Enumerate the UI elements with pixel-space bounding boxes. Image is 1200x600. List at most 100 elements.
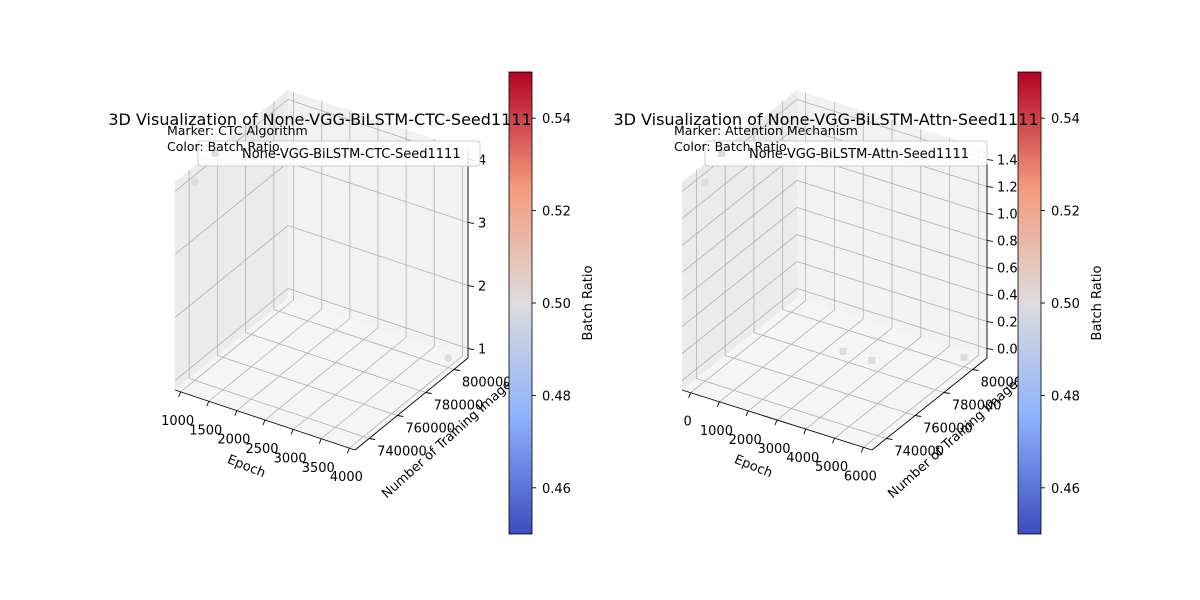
chart-note-color-left: Color: Batch Ratio xyxy=(167,139,280,154)
x-tick-label: 3000 xyxy=(757,442,790,457)
legend-label: None-VGG-BiLSTM-Attn-Seed1111 xyxy=(749,147,969,162)
gridline-z xyxy=(796,234,988,295)
z-tick xyxy=(467,348,475,350)
colorbar xyxy=(508,71,533,535)
gridline-z xyxy=(681,234,798,327)
chart-note-marker-left: Marker: CTC Algorithm xyxy=(167,123,308,138)
legend-marker xyxy=(211,149,219,158)
y-tick-label: 780000 xyxy=(434,399,484,414)
x-tick-label: 1500 xyxy=(189,423,222,438)
chart-title-left: 3D Visualization of None-VGG-BiLSTM-CTC-… xyxy=(108,110,531,129)
colorbar-tick-label: 0.50 xyxy=(542,297,571,312)
gridline-z xyxy=(287,288,469,349)
x-tick xyxy=(234,410,238,416)
x-tick-label: 3500 xyxy=(302,461,335,476)
gridline-z xyxy=(681,153,798,246)
gridline-z xyxy=(681,180,798,273)
gridline-z xyxy=(796,207,988,268)
x-tick xyxy=(206,401,210,407)
y-tick xyxy=(453,369,460,371)
x-tick-label: 2500 xyxy=(245,442,278,457)
y-tick xyxy=(943,392,950,394)
colorbar-tick-label: 0.54 xyxy=(542,112,571,127)
y-tick xyxy=(369,438,376,440)
x-tick-label: 3000 xyxy=(274,451,307,466)
gridline-x xyxy=(747,318,864,412)
gridline-x xyxy=(264,327,379,421)
z-tick-label: 1.2 xyxy=(997,180,1018,195)
z-tick-label: 0.6 xyxy=(997,262,1018,277)
x-tick xyxy=(346,447,350,454)
gridline-z xyxy=(796,180,988,241)
x-tick xyxy=(717,401,720,407)
colorbar-tick-label: 0.50 xyxy=(1051,297,1080,312)
colorbar-tick-label: 0.46 xyxy=(1051,482,1080,497)
gridline-x xyxy=(719,309,835,403)
gridline-z xyxy=(681,288,798,381)
x-tick-label: 1000 xyxy=(161,414,194,429)
z-tick xyxy=(467,222,475,224)
gridline-x xyxy=(349,355,463,449)
colorbar-tick-label: 0.48 xyxy=(542,389,571,404)
x-tick-label: 1000 xyxy=(700,424,733,439)
z-tick-label: 1.4 xyxy=(997,153,1018,168)
z-tick-label: 1.0 xyxy=(997,207,1018,222)
y-tick-label: 800000 xyxy=(462,376,512,391)
gridline-z xyxy=(796,261,988,322)
z-tick xyxy=(986,186,994,188)
gridline-x xyxy=(292,337,407,430)
gridline-x xyxy=(208,308,323,402)
x-tick xyxy=(803,428,807,435)
z-tick xyxy=(986,321,994,323)
legend-marker xyxy=(718,150,725,157)
z-tick xyxy=(986,267,994,269)
x-tick-label: 0 xyxy=(683,415,691,430)
gridline-x xyxy=(776,327,893,421)
y-axis-line xyxy=(354,357,469,451)
y-tick xyxy=(915,415,922,417)
z-tick xyxy=(467,285,475,287)
z-tick xyxy=(986,213,994,215)
x-tick xyxy=(318,438,322,444)
gridline-z xyxy=(174,288,289,381)
x-tick-label: 2000 xyxy=(729,433,762,448)
gridline-y xyxy=(725,355,916,416)
x-tick-label: 2000 xyxy=(217,433,250,448)
gridline-y xyxy=(245,332,426,393)
gridline-z xyxy=(174,225,289,318)
gridline-z xyxy=(796,288,988,349)
y-tick-label: 740000 xyxy=(894,445,944,460)
x-tick xyxy=(178,391,182,398)
gridline-z xyxy=(174,162,289,255)
gridline-z xyxy=(287,162,469,223)
colorbar-label: Batch Ratio xyxy=(581,266,596,341)
gridline-y xyxy=(696,378,887,439)
z-tick-label: 4 xyxy=(478,153,486,168)
x-tick xyxy=(262,419,266,426)
x-tick-label: 6000 xyxy=(844,469,877,484)
gridline-y xyxy=(273,309,455,370)
z-tick-label: 0.8 xyxy=(997,234,1018,249)
colorbar-tick-label: 0.48 xyxy=(1051,389,1080,404)
z-tick xyxy=(986,294,994,296)
data-point xyxy=(701,179,709,187)
x-tick xyxy=(745,410,749,417)
y-axis-line xyxy=(871,357,988,451)
x-tick xyxy=(290,429,294,435)
x-tick-label: 4000 xyxy=(786,451,819,466)
data-point xyxy=(839,347,847,355)
legend-box xyxy=(197,140,481,167)
z-tick-label: 3 xyxy=(478,216,486,231)
chart-note-color-right: Color: Batch Ratio xyxy=(674,139,787,154)
gridline-x xyxy=(180,299,294,393)
x-tick xyxy=(860,447,864,453)
colorbar-tick-label: 0.46 xyxy=(542,482,571,497)
chart-note-marker-right: Marker: Attention Mechanism xyxy=(674,123,858,138)
gridline-x xyxy=(863,354,979,448)
y-tick-label: 760000 xyxy=(405,422,455,437)
colorbar-tick-label: 0.54 xyxy=(1051,112,1080,127)
data-point xyxy=(868,356,876,364)
